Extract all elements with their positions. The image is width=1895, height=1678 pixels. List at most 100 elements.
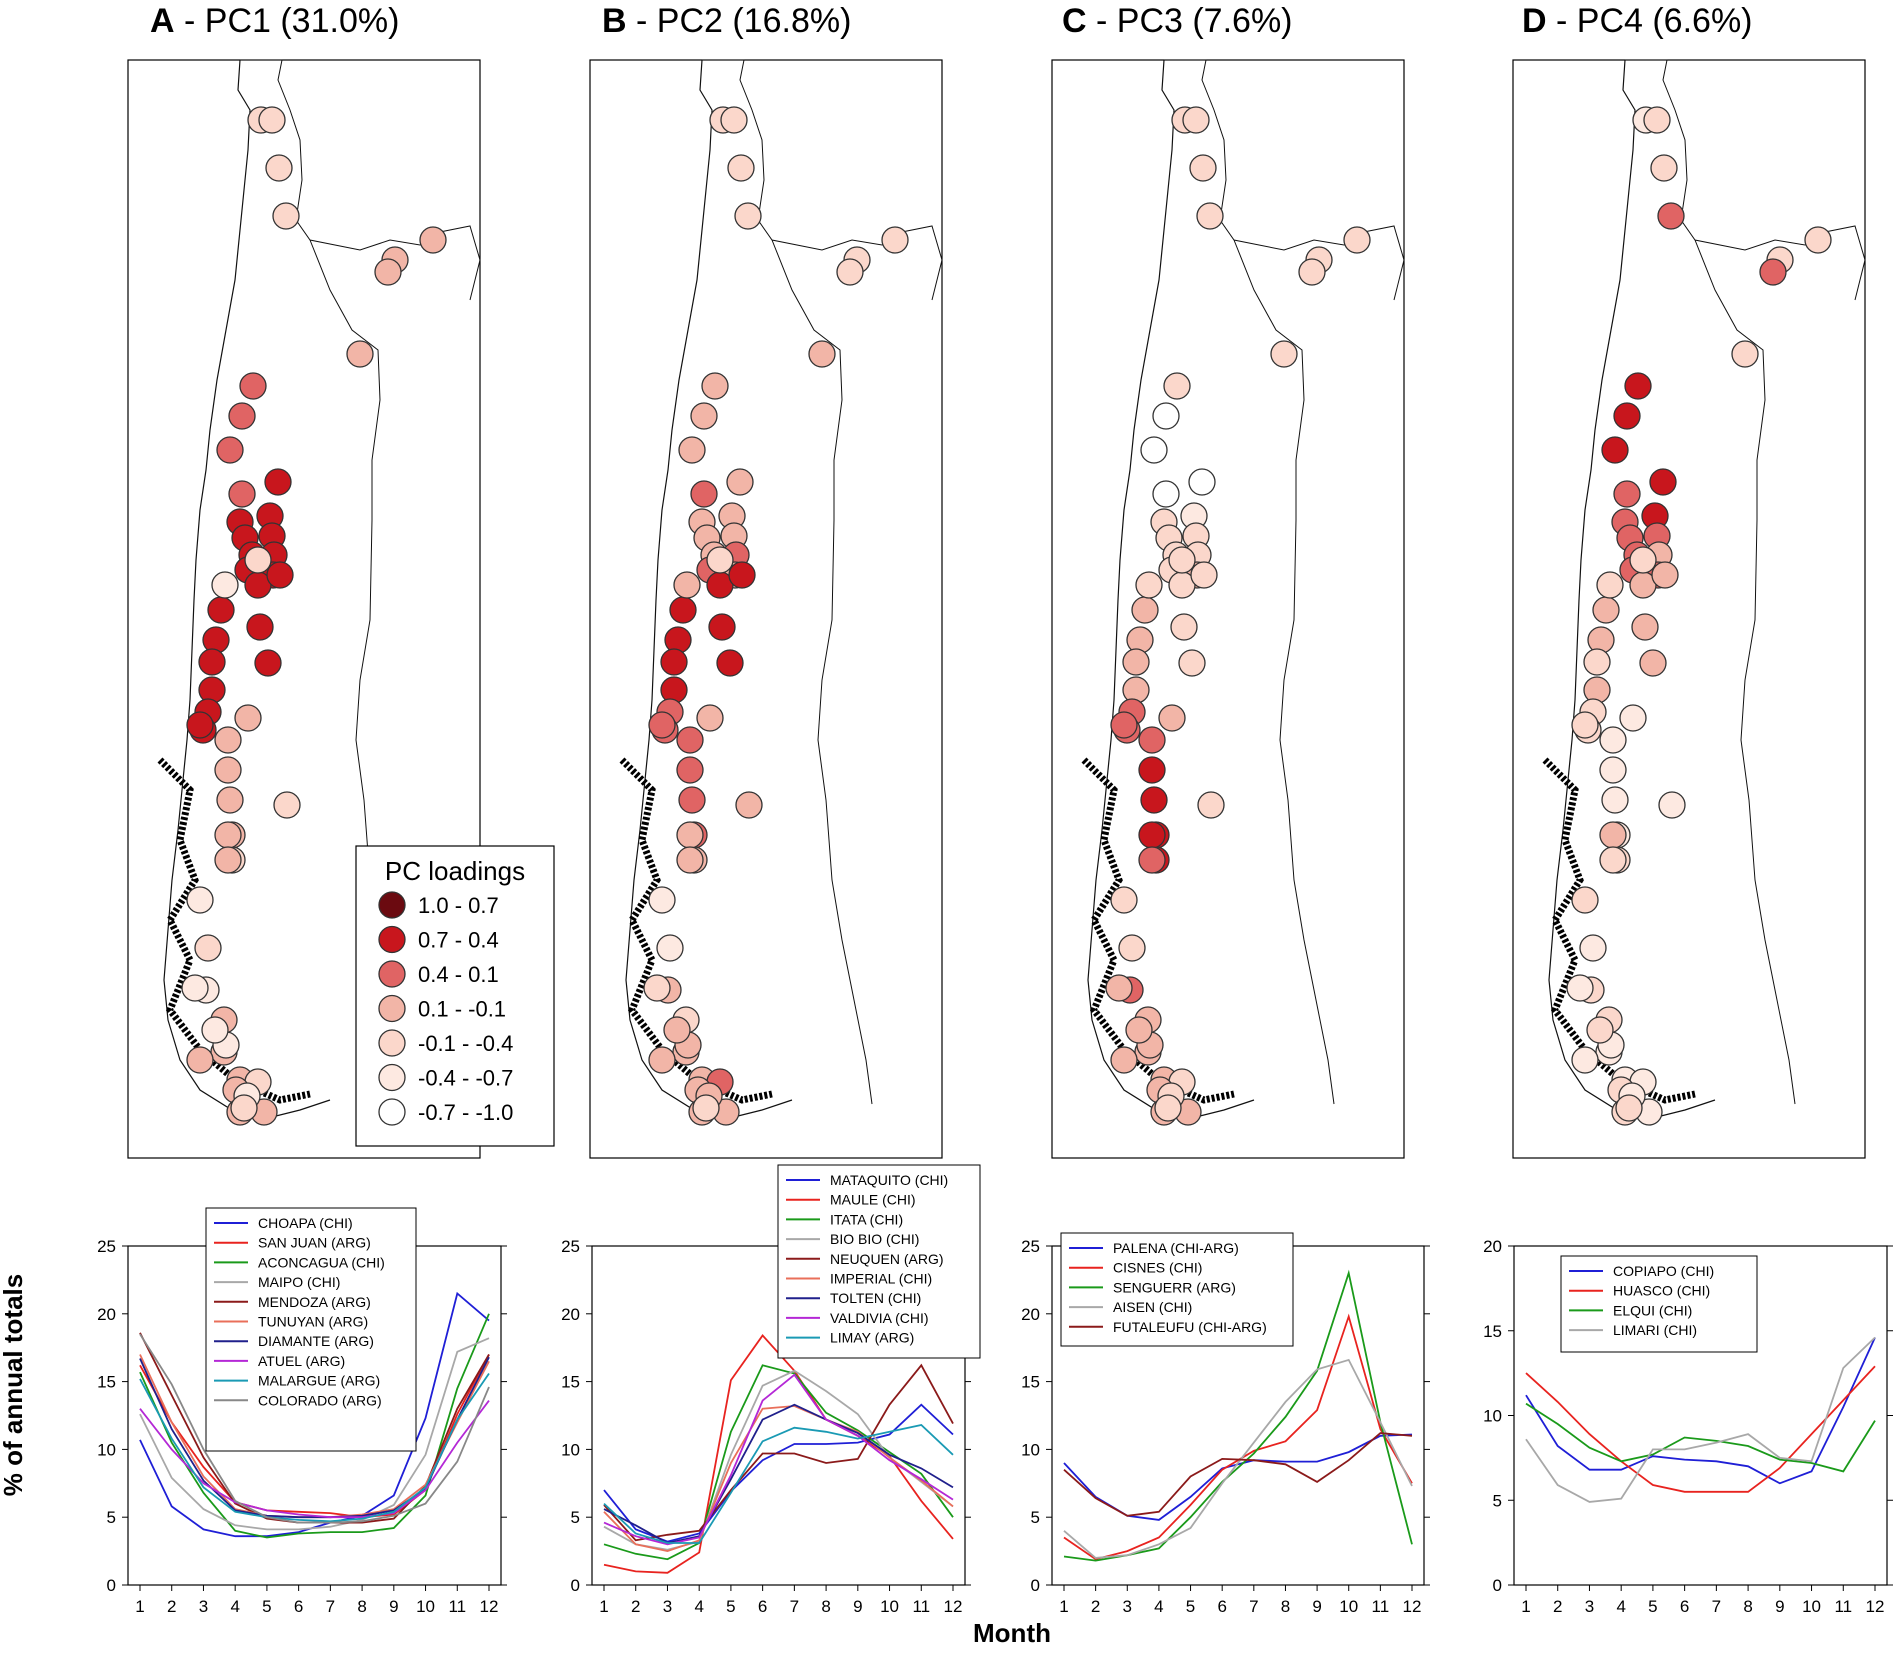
station-marker[interactable] [214,726,242,754]
station-marker[interactable] [264,468,292,496]
station-marker[interactable] [728,561,756,589]
station-marker[interactable] [198,648,226,676]
station-marker[interactable] [706,546,734,574]
station-marker[interactable] [1601,786,1629,814]
station-marker[interactable] [1125,1016,1153,1044]
series-line[interactable] [1525,1402,1876,1473]
station-marker[interactable] [836,258,864,286]
station-marker[interactable] [1188,468,1216,496]
station-marker[interactable] [1615,1094,1643,1122]
station-marker[interactable] [1583,648,1611,676]
station-marker[interactable] [690,402,718,430]
station-marker[interactable] [1154,1094,1182,1122]
station-marker[interactable] [663,1016,691,1044]
station-marker[interactable] [648,711,676,739]
station-marker[interactable] [216,786,244,814]
station-marker[interactable] [1182,106,1210,134]
station-marker[interactable] [1178,649,1206,677]
station-marker[interactable] [1731,340,1759,368]
station-marker[interactable] [1158,704,1186,732]
station-marker[interactable] [1629,546,1657,574]
station-marker[interactable] [1152,402,1180,430]
station-marker[interactable] [214,821,242,849]
series-line[interactable] [1525,1365,1876,1493]
station-marker[interactable] [272,202,300,230]
station-marker[interactable] [214,846,242,874]
station-marker[interactable] [1639,649,1667,677]
station-marker[interactable] [1599,846,1627,874]
station-marker[interactable] [1613,402,1641,430]
station-marker[interactable] [690,480,718,508]
station-marker[interactable] [1105,974,1133,1002]
station-marker[interactable] [1138,756,1166,784]
station-marker[interactable] [696,704,724,732]
station-marker[interactable] [1596,571,1624,599]
station-marker[interactable] [1110,886,1138,914]
series-line[interactable] [1063,1358,1413,1559]
series-line[interactable] [1525,1337,1876,1485]
station-marker[interactable] [1138,821,1166,849]
station-marker[interactable] [734,202,762,230]
station-marker[interactable] [678,436,706,464]
station-marker[interactable] [234,704,262,732]
series-line[interactable] [603,1373,954,1546]
station-marker[interactable] [1170,613,1198,641]
station-marker[interactable] [254,649,282,677]
station-marker[interactable] [1110,1046,1138,1074]
station-marker[interactable] [676,756,704,784]
station-marker[interactable] [1592,596,1620,624]
station-marker[interactable] [727,154,755,182]
station-marker[interactable] [1658,791,1686,819]
station-marker[interactable] [1619,704,1647,732]
station-marker[interactable] [1122,648,1150,676]
series-line[interactable] [603,1363,954,1542]
station-marker[interactable] [258,106,286,134]
station-marker[interactable] [1566,974,1594,1002]
station-marker[interactable] [181,974,209,1002]
station-marker[interactable] [186,1046,214,1074]
station-marker[interactable] [1586,1016,1614,1044]
station-marker[interactable] [1190,561,1218,589]
station-marker[interactable] [1759,258,1787,286]
station-marker[interactable] [701,372,729,400]
station-marker[interactable] [1110,711,1138,739]
station-marker[interactable] [266,561,294,589]
station-marker[interactable] [726,468,754,496]
station-marker[interactable] [374,258,402,286]
series-line[interactable] [1063,1433,1413,1521]
station-marker[interactable] [1163,372,1191,400]
station-marker[interactable] [648,886,676,914]
station-marker[interactable] [207,596,235,624]
station-marker[interactable] [201,1016,229,1044]
station-marker[interactable] [1650,154,1678,182]
station-marker[interactable] [1571,886,1599,914]
station-marker[interactable] [1601,436,1629,464]
station-marker[interactable] [1599,756,1627,784]
station-marker[interactable] [1599,726,1627,754]
series-line[interactable] [1063,1313,1413,1561]
series-line[interactable] [603,1403,954,1544]
station-marker[interactable] [1168,546,1196,574]
station-marker[interactable] [656,934,684,962]
station-marker[interactable] [228,480,256,508]
series-line[interactable] [603,1424,954,1544]
station-marker[interactable] [228,402,256,430]
station-marker[interactable] [230,1094,258,1122]
station-marker[interactable] [1651,561,1679,589]
station-marker[interactable] [720,106,748,134]
station-marker[interactable] [194,934,222,962]
station-marker[interactable] [1579,934,1607,962]
station-marker[interactable] [1189,154,1217,182]
station-marker[interactable] [1804,226,1832,254]
station-marker[interactable] [676,821,704,849]
station-marker[interactable] [1270,340,1298,368]
station-marker[interactable] [673,571,701,599]
station-marker[interactable] [1196,202,1224,230]
station-marker[interactable] [808,340,836,368]
series-line[interactable] [139,1337,490,1531]
station-marker[interactable] [346,340,374,368]
station-marker[interactable] [676,846,704,874]
station-marker[interactable] [186,886,214,914]
station-marker[interactable] [643,974,671,1002]
station-marker[interactable] [1152,480,1180,508]
